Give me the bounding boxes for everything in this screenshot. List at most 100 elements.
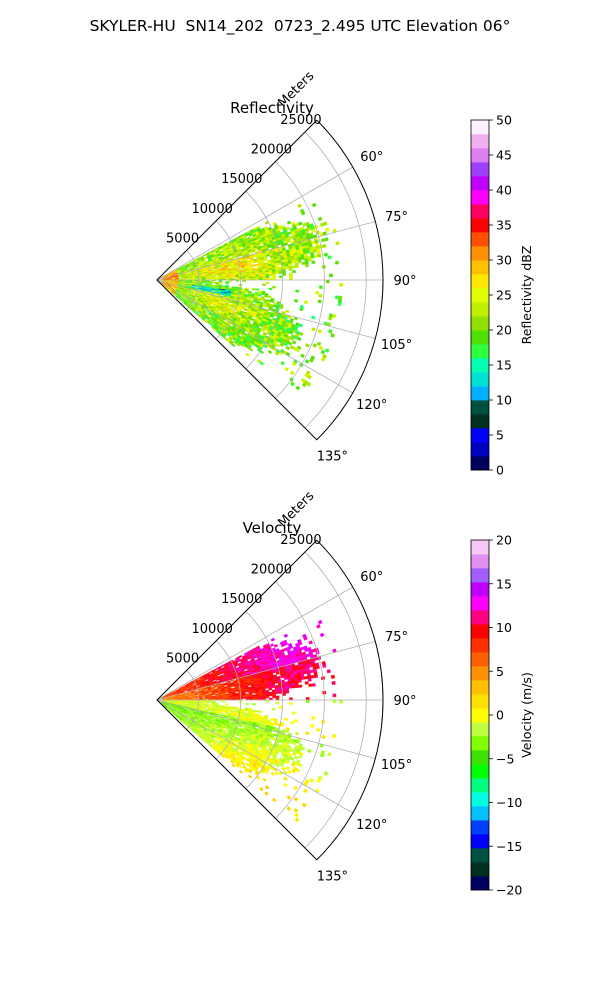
echo-cell <box>300 676 305 680</box>
echo-cell <box>258 274 263 277</box>
echo-cell <box>307 678 312 682</box>
azimuth-tick-label: 105° <box>381 338 412 353</box>
colorbar-swatch <box>471 148 489 163</box>
echo-cell <box>332 734 337 739</box>
echo-cell <box>248 276 253 279</box>
echo-cell <box>205 698 210 700</box>
echo-cell <box>262 272 266 275</box>
echo-cell <box>270 299 275 303</box>
echo-cell <box>185 278 189 280</box>
echo-cell <box>267 349 273 355</box>
echo-cell <box>283 633 289 638</box>
echo-cell <box>195 697 199 699</box>
echo-cell <box>265 695 270 699</box>
echo-cell <box>181 281 186 283</box>
echo-cell <box>328 316 333 321</box>
echo-cell <box>319 753 325 758</box>
echo-cell <box>272 273 276 277</box>
echo-cell <box>262 694 266 697</box>
echo-cell <box>319 632 325 638</box>
echo-cell <box>278 706 283 709</box>
echo-cell <box>232 697 236 699</box>
range-tick-label: 20000 <box>251 143 292 158</box>
echo-cell <box>310 724 315 728</box>
echo-cell <box>244 290 249 293</box>
echo-cell <box>224 691 229 693</box>
colorbar-swatch <box>471 120 489 135</box>
echo-cell <box>201 695 206 698</box>
echo-cell <box>275 695 280 699</box>
echo-cell <box>255 696 260 699</box>
echo-cell <box>331 681 336 685</box>
colorbar-label: Reflectivity dBZ <box>519 246 534 345</box>
echo-cell <box>305 731 310 736</box>
echo-cell <box>275 271 280 274</box>
echo-cell <box>238 654 243 659</box>
echo-cell <box>242 276 246 279</box>
echo-cell <box>309 778 314 783</box>
echo-cell <box>327 255 332 260</box>
echo-cell <box>283 782 288 788</box>
echo-cell <box>291 685 296 689</box>
echo-cell <box>268 687 273 691</box>
echo-cell <box>250 296 255 300</box>
echo-cell <box>309 669 314 674</box>
velocity-panel: 500010000150002000025000Meters60°75°90°1… <box>156 489 534 898</box>
echo-cell <box>245 690 249 693</box>
echo-cell <box>275 689 280 692</box>
echo-cell <box>285 690 290 694</box>
echo-cell <box>259 361 265 366</box>
echo-cell <box>272 695 276 699</box>
echo-cell <box>285 266 289 269</box>
echo-cell <box>295 264 299 269</box>
echo-cell <box>271 707 276 711</box>
echo-cell <box>194 690 199 693</box>
echo-cell <box>268 691 273 695</box>
echo-cell <box>285 688 290 692</box>
echo-cell <box>280 360 285 366</box>
echo-cell <box>306 250 311 254</box>
echo-cell <box>261 292 266 296</box>
echo-cell <box>231 343 236 348</box>
echo-cell <box>274 771 280 776</box>
echo-cell <box>328 329 333 334</box>
colorbar-swatch <box>471 162 489 177</box>
echo-cell <box>288 685 293 689</box>
colorbar-tick-label: 40 <box>496 183 512 198</box>
echo-cell <box>258 272 263 275</box>
echo-cell <box>291 340 297 345</box>
echo-cell <box>300 256 305 260</box>
echo-cell <box>252 274 256 277</box>
echo-cell <box>272 691 276 695</box>
echo-cell <box>289 370 295 376</box>
colorbar-swatch <box>471 442 489 457</box>
echo-cell <box>325 279 330 284</box>
echo-cell <box>297 259 302 263</box>
azimuth-gridline <box>156 279 376 339</box>
echo-cell <box>300 353 305 359</box>
echo-cell <box>202 253 207 257</box>
colorbar-tick-label: 20 <box>496 323 512 338</box>
echo-cell <box>316 728 321 732</box>
echo-cell <box>305 343 310 348</box>
echo-cell <box>225 282 230 284</box>
echo-cell <box>201 282 206 284</box>
echo-cell <box>265 692 270 695</box>
colorbar-swatch <box>471 190 489 205</box>
colorbar-swatch <box>471 344 489 359</box>
echo-cell <box>317 329 323 334</box>
echo-cell <box>264 294 269 298</box>
echo-cell <box>258 694 263 697</box>
echo-cell <box>291 711 296 715</box>
echo-cell <box>222 700 226 703</box>
echo-cell <box>294 719 299 723</box>
echo-cell <box>208 704 213 706</box>
echo-cell <box>271 685 276 689</box>
echo-cell <box>270 771 276 776</box>
colorbar-swatch <box>471 456 489 471</box>
echo-cell <box>216 713 221 716</box>
range-tick-label: 25000 <box>280 113 321 128</box>
echo-cell <box>242 696 246 699</box>
echo-cell <box>265 273 270 277</box>
echo-cell <box>303 300 309 305</box>
